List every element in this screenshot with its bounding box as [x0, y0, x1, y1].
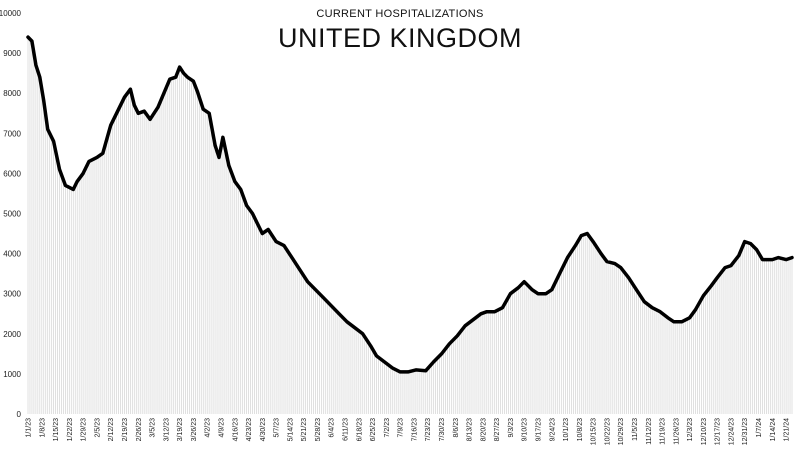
x-tick-label: 5/14/23: [287, 418, 294, 441]
x-tick-label: 7/23/23: [425, 418, 432, 441]
x-tick-label: 3/12/23: [163, 418, 170, 441]
x-tick-label: 5/28/23: [315, 418, 322, 441]
x-tick-label: 1/22/23: [67, 418, 74, 441]
x-tick-label: 2/19/23: [122, 418, 129, 441]
series-line: [26, 35, 794, 374]
x-tick-label: 2/12/23: [108, 418, 115, 441]
y-axis: 0 1000 2000 3000 4000 5000 6000 7000 8000 9000 100…: [0, 9, 22, 419]
x-tick-label: 4/16/23: [232, 418, 239, 441]
x-tick-label: 4/30/23: [260, 418, 267, 441]
x-tick-label: 12/10/23: [701, 418, 708, 445]
x-tick-label: 12/3/23: [687, 418, 694, 441]
y-tick-label: 0: [17, 410, 22, 419]
x-tick-label: 11/19/23: [660, 418, 667, 445]
x-tick-label: 4/2/23: [205, 418, 212, 438]
x-tick-label: 8/20/23: [480, 418, 487, 441]
x-tick-label: 6/25/23: [370, 418, 377, 441]
y-tick-label: 7000: [3, 129, 21, 138]
x-tick-label: 9/10/23: [522, 418, 529, 441]
x-tick-label: 1/14/24: [770, 418, 777, 441]
x-tick-label: 3/26/23: [191, 418, 198, 441]
x-tick-label: 1/8/23: [39, 418, 46, 438]
x-tick-label: 4/23/23: [246, 418, 253, 441]
x-tick-label: 10/29/23: [618, 418, 625, 445]
x-tick-label: 7/30/23: [439, 418, 446, 441]
x-tick-label: 2/5/23: [94, 418, 101, 438]
y-tick-label: 6000: [3, 169, 21, 178]
x-tick-label: 3/19/23: [177, 418, 184, 441]
x-tick-label: 1/29/23: [81, 418, 88, 441]
x-tick-label: 4/9/23: [219, 418, 226, 438]
x-tick-label: 8/6/23: [453, 418, 460, 438]
x-tick-label: 5/21/23: [301, 418, 308, 441]
x-tick-label: 11/5/23: [632, 418, 639, 441]
x-tick-label: 1/1/23: [26, 418, 33, 438]
x-tick-label: 10/15/23: [591, 418, 598, 445]
x-tick-label: 8/13/23: [467, 418, 474, 441]
x-tick-label: 7/9/23: [398, 418, 405, 438]
x-tick-label: 2/26/23: [136, 418, 143, 441]
y-tick-label: 10000: [0, 9, 22, 18]
x-tick-label: 10/8/23: [577, 418, 584, 441]
chart-title: UNITED KINGDOM: [278, 23, 522, 53]
x-tick-label: 1/21/24: [784, 418, 791, 441]
y-tick-label: 2000: [3, 330, 21, 339]
x-tick-label: 6/4/23: [329, 418, 336, 438]
x-tick-label: 8/27/23: [494, 418, 501, 441]
x-tick-label: 7/16/23: [411, 418, 418, 441]
y-tick-label: 4000: [3, 250, 21, 259]
x-tick-label: 9/24/23: [549, 418, 556, 441]
chart-subtitle: CURRENT HOSPITALIZATIONS: [316, 8, 483, 20]
x-tick-label: 9/17/23: [536, 418, 543, 441]
y-tick-label: 3000: [3, 290, 21, 299]
y-tick-label: 9000: [3, 49, 21, 58]
x-tick-label: 10/1/23: [563, 418, 570, 441]
x-tick-label: 10/22/23: [604, 418, 611, 445]
x-tick-label: 11/12/23: [646, 418, 653, 445]
x-tick-label: 12/17/23: [715, 418, 722, 445]
y-tick-label: 8000: [3, 89, 21, 98]
x-tick-label: 12/31/23: [742, 418, 749, 445]
x-tick-label: 9/3/23: [508, 418, 515, 438]
x-tick-label: 6/11/23: [343, 418, 350, 441]
y-tick-label: 5000: [3, 210, 21, 219]
area-fill: [27, 37, 793, 414]
x-tick-label: 12/24/23: [729, 418, 736, 445]
x-tick-label: 11/26/23: [673, 418, 680, 445]
x-tick-label: 7/2/23: [384, 418, 391, 438]
x-tick-label: 5/7/23: [274, 418, 281, 438]
x-tick-label: 1/7/24: [756, 418, 763, 438]
y-tick-label: 1000: [3, 370, 21, 379]
x-tick-label: 3/5/23: [150, 418, 157, 438]
x-tick-label: 6/18/23: [356, 418, 363, 441]
x-axis: 1/1/23 1/8/23 1/15/23 1/22/23 1/29/23 2/5/23 2…: [26, 418, 791, 445]
x-tick-label: 1/15/23: [53, 418, 60, 441]
